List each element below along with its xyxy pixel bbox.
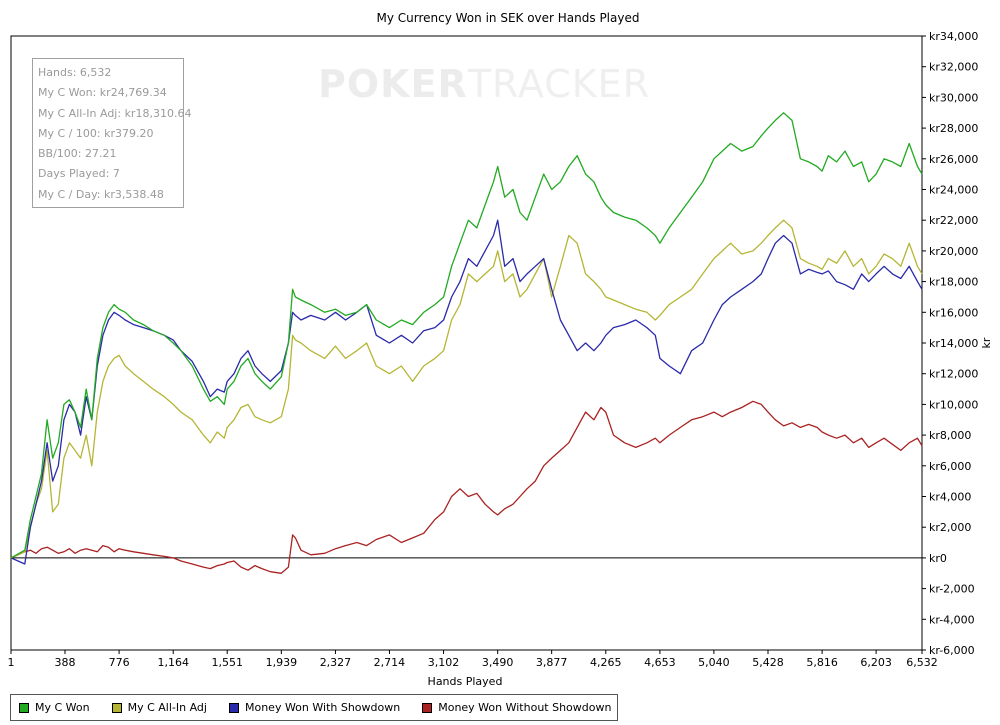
legend-swatch — [19, 702, 29, 713]
stats-days-played: Days Played: 7 — [38, 167, 120, 181]
y-tick-label: kr-6,000 — [929, 644, 975, 657]
y-tick-label: kr24,000 — [929, 184, 978, 197]
x-tick-label: 5,428 — [752, 656, 784, 669]
y-tick-label: kr30,000 — [929, 91, 978, 104]
stats-per-day: My C / Day: kr3,538.48 — [38, 187, 164, 201]
x-tick-label: 1,164 — [157, 656, 189, 669]
watermark-light: TRACKER — [467, 62, 651, 106]
plot-area: kr-6,000 kr-4,000 kr-2,000 kr0 kr2,000 kr4,00… — [8, 30, 979, 669]
stats-won: My C Won: kr24,769.34 — [38, 86, 167, 100]
y-tick-label: kr10,000 — [929, 398, 978, 411]
legend: My C Won My C All-In Adj Money Won With … — [10, 694, 618, 721]
y-tick-label: kr14,000 — [929, 337, 978, 350]
series-line-money-won-without-showdown — [10, 400, 923, 574]
series-line-my-c-all-in-adj — [10, 219, 923, 559]
stats-per-100: My C / 100: kr379.20 — [38, 126, 154, 140]
y-tick-label: kr6,000 — [929, 460, 971, 473]
y-tick-label: kr4,000 — [929, 491, 971, 504]
legend-item-all-in-adj[interactable]: My C All-In Adj — [111, 701, 207, 714]
y-tick-label: kr22,000 — [929, 214, 978, 227]
x-tick-label: 1,551 — [211, 656, 243, 669]
x-tick-label: 1,939 — [266, 656, 298, 669]
x-tick-label: 776 — [109, 656, 130, 669]
pokertracker-watermark: POKERTRACKER — [318, 62, 650, 106]
y-tick-label: kr32,000 — [929, 61, 978, 74]
legend-item-without-showdown[interactable]: Money Won Without Showdown — [422, 701, 611, 714]
legend-swatch — [111, 702, 122, 713]
x-tick-label: 3,877 — [536, 656, 568, 669]
legend-label: My C Won — [35, 701, 90, 714]
stats-hands: Hands: 6,532 — [38, 66, 112, 79]
x-axis-label: Hands Played — [428, 675, 503, 688]
series-line-money-won-with-showdown — [10, 219, 923, 565]
watermark-bold: POKER — [318, 62, 468, 106]
y-tick-label: kr8,000 — [929, 429, 971, 442]
y-tick-label: kr20,000 — [929, 245, 978, 258]
y-tick-label: kr34,000 — [929, 30, 978, 43]
x-tick-label: 3,490 — [482, 656, 514, 669]
legend-item-with-showdown[interactable]: Money Won With Showdown — [228, 701, 401, 714]
x-tick-label: 6,203 — [860, 656, 892, 669]
x-tick-label: 5,816 — [806, 656, 838, 669]
y-tick-label: kr-2,000 — [929, 583, 975, 596]
series-line-my-c-won — [10, 112, 923, 559]
legend-swatch — [422, 702, 433, 713]
y-axis-label: kr — [980, 337, 993, 348]
x-tick-label: 6,532 — [906, 656, 938, 669]
legend-label: My C All-In Adj — [127, 701, 207, 714]
legend-label: Money Won With Showdown — [244, 701, 401, 714]
y-tick-label: kr18,000 — [929, 276, 978, 289]
x-tick-label: 5,040 — [698, 656, 730, 669]
y-tick-label: kr16,000 — [929, 306, 978, 319]
y-tick-label: kr26,000 — [929, 153, 978, 166]
x-tick-label: 2,714 — [374, 656, 406, 669]
x-tick-label: 2,327 — [320, 656, 352, 669]
x-tick-label: 3,102 — [428, 656, 460, 669]
stats-box: Hands: 6,532 My C Won: kr24,769.34 My C … — [32, 58, 192, 208]
stats-allin-adj: My C All-In Adj: kr18,310.64 — [38, 106, 192, 120]
stats-bb-100: BB/100: 27.21 — [38, 147, 117, 161]
y-tick-label: kr-4,000 — [929, 613, 975, 626]
legend-item-my-c-won[interactable]: My C Won — [19, 701, 90, 714]
legend-label: Money Won Without Showdown — [438, 701, 612, 714]
y-tick-label: kr0 — [929, 552, 947, 565]
y-tick-label: kr12,000 — [929, 368, 978, 381]
chart-title: My Currency Won in SEK over Hands Played — [377, 11, 640, 25]
legend-swatch — [228, 702, 239, 713]
x-tick-label: 388 — [54, 656, 75, 669]
x-tick-label: 4,653 — [644, 656, 676, 669]
x-tick-label: 4,265 — [590, 656, 622, 669]
y-tick-label: kr2,000 — [929, 521, 971, 534]
y-tick-label: kr28,000 — [929, 122, 978, 135]
x-tick-label: 1 — [8, 656, 15, 669]
